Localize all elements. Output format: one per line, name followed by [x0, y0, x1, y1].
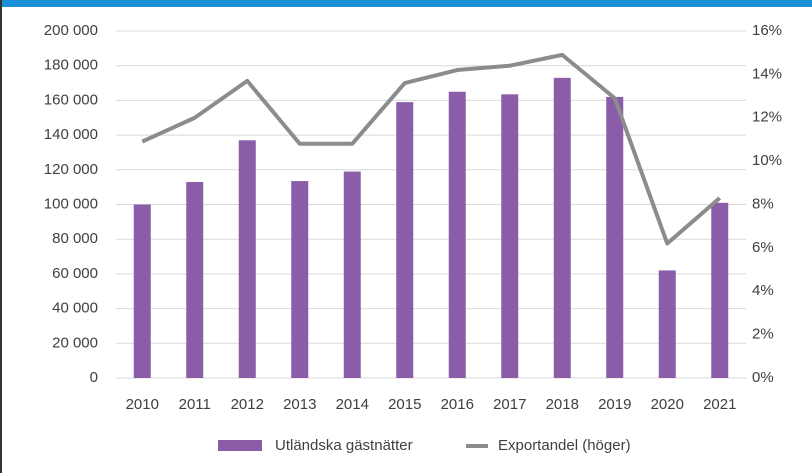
bar [501, 94, 519, 378]
y2-tick-label: 10% [752, 152, 782, 169]
y-tick-label: 80 000 [52, 230, 98, 247]
x-tick-label: 2013 [283, 396, 316, 413]
x-tick-label: 2018 [546, 396, 579, 413]
y-tick-label: 200 000 [44, 22, 98, 39]
bar [658, 270, 676, 378]
y-tick-label: 160 000 [44, 91, 98, 108]
y-tick-label: 180 000 [44, 57, 98, 74]
y-tick-label: 20 000 [52, 334, 98, 351]
y-tick-label: 40 000 [52, 300, 98, 317]
bar [186, 181, 204, 378]
y2-tick-label: 6% [752, 239, 774, 256]
y2-tick-label: 0% [752, 369, 774, 386]
x-tick-label: 2014 [336, 396, 369, 413]
legend-swatch [218, 440, 262, 451]
bar [343, 171, 361, 378]
y-tick-label: 60 000 [52, 265, 98, 282]
y2-tick-label: 2% [752, 326, 774, 343]
header-strip [0, 0, 812, 7]
y-tick-label: 100 000 [44, 195, 98, 212]
bar [396, 102, 414, 378]
x-tick-label: 2011 [179, 396, 211, 413]
y2-tick-label: 16% [752, 22, 782, 39]
y-tick-label: 120 000 [44, 161, 98, 178]
line [141, 52, 722, 246]
x-tick-label: 2020 [651, 396, 684, 413]
x-tick-label: 2010 [126, 396, 159, 413]
bar [606, 96, 624, 379]
x-tick-label: 2015 [388, 396, 421, 413]
bar [291, 181, 309, 378]
y-tick-label: 0 [90, 369, 98, 386]
x-tick-label: 2012 [231, 396, 264, 413]
y2-tick-label: 8% [752, 195, 774, 212]
legend-label: Utländska gästnätter [275, 437, 413, 454]
y2-tick-label: 12% [752, 109, 782, 126]
x-tick-label: 2019 [598, 396, 631, 413]
bar [711, 202, 729, 378]
bar [553, 77, 571, 378]
bar [448, 91, 466, 378]
x-tick-label: 2021 [703, 396, 736, 413]
x-tick-label: 2017 [493, 396, 526, 413]
legend-label: Exportandel (höger) [498, 437, 631, 454]
y2-tick-label: 4% [752, 282, 774, 299]
bar [238, 140, 256, 378]
x-tick-label: 2016 [441, 396, 474, 413]
y2-tick-label: 14% [752, 65, 782, 82]
y-tick-label: 140 000 [44, 126, 98, 143]
bar [133, 204, 151, 378]
